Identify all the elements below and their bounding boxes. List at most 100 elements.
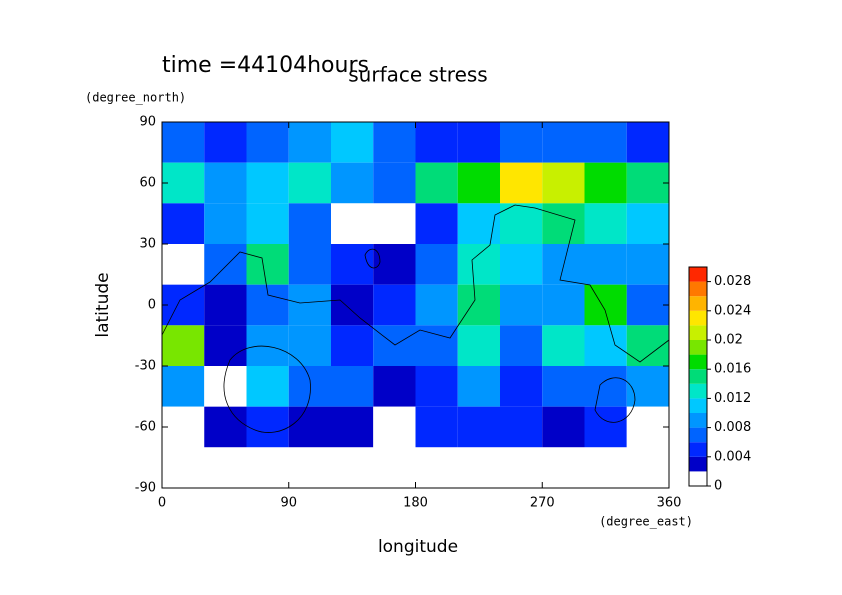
contour-cell: [246, 447, 289, 488]
colorbar-bin: [689, 325, 707, 340]
contour-cell: [457, 284, 500, 326]
colorbar-bin: [689, 398, 707, 413]
contour-cell: [162, 325, 205, 366]
contour-cell: [626, 162, 669, 204]
contour-cell: [626, 366, 669, 407]
contour-cell: [288, 284, 331, 326]
contour-cell: [162, 406, 205, 448]
x-tick-label: 180: [403, 496, 428, 511]
contour-cell: [542, 366, 585, 407]
y-tick-label: 90: [139, 115, 156, 130]
y-axis-label: latitude: [93, 272, 113, 337]
colorbar-bin: [689, 296, 707, 311]
contour-cell: [204, 325, 247, 366]
contour-cell: [288, 122, 331, 163]
contour-cell: [415, 162, 458, 204]
contour-cell: [373, 122, 416, 163]
contour-cell: [288, 203, 331, 244]
contour-cell: [500, 244, 543, 285]
contour-cell: [415, 203, 458, 244]
contour-cell: [415, 325, 458, 366]
colorbar-tick-label: 0.028: [714, 274, 751, 289]
contour-cell: [457, 366, 500, 407]
contour-cell: [542, 203, 585, 244]
contour-cell: [500, 122, 543, 163]
contour-cell: [331, 447, 374, 488]
contour-cell: [373, 284, 416, 326]
x-tick-label: 90: [280, 496, 297, 511]
contour-cell: [542, 162, 585, 204]
contour-cell: [542, 447, 585, 488]
contour-cell: [204, 203, 247, 244]
contour-cell: [204, 244, 247, 285]
contour-cell: [331, 244, 374, 285]
colorbar-tick-label: 0: [714, 479, 722, 494]
contour-cell: [162, 366, 205, 407]
contour-cell: [584, 284, 627, 326]
contour-cell: [204, 284, 247, 326]
contour-cell: [542, 284, 585, 326]
colorbar-tick-label: 0.02: [714, 333, 743, 348]
contour-cell: [542, 122, 585, 163]
y-tick-label: -60: [135, 420, 156, 435]
contour-cell: [584, 122, 627, 163]
contour-cell: [246, 244, 289, 285]
contour-cell: [373, 203, 416, 244]
contour-cell: [162, 284, 205, 326]
contour-cell: [457, 244, 500, 285]
contour-cell: [288, 325, 331, 366]
contour-cell: [162, 203, 205, 244]
contour-cell: [246, 162, 289, 204]
colorbar-frame: [688, 266, 708, 487]
contour-cell: [162, 122, 205, 163]
contour-cell: [457, 203, 500, 244]
colorbar-bin: [689, 456, 707, 472]
x-axis-label: longitude: [378, 537, 458, 557]
contour-cell: [373, 366, 416, 407]
contour-cell: [415, 366, 458, 407]
contour-cell: [373, 447, 416, 488]
contour-cell: [373, 325, 416, 366]
contour-cell: [331, 122, 374, 163]
subtitle: time =44104hours: [162, 53, 369, 78]
contour-cell: [204, 162, 247, 204]
colorbar-bin: [689, 471, 707, 486]
contour-cell: [162, 244, 205, 285]
contour-cell: [584, 244, 627, 285]
x-tick-label: 360: [657, 496, 682, 511]
colorbar-bin: [689, 267, 707, 282]
contour-cell: [331, 366, 374, 407]
contour-cell: [626, 284, 669, 326]
contour-cell: [331, 203, 374, 244]
contour-cell: [500, 284, 543, 326]
colorbar-tick-label: 0.004: [714, 449, 751, 464]
contour-cell: [415, 244, 458, 285]
contour-cell: [204, 447, 247, 488]
colorbar-bin: [689, 442, 707, 457]
y-unit: (degree_north): [85, 91, 186, 105]
colorbar-bin: [689, 281, 707, 297]
contour-cell: [584, 447, 627, 488]
contour-cell: [457, 325, 500, 366]
colorbar-bin: [689, 413, 707, 428]
x-tick-label: 0: [158, 496, 166, 511]
contour-cell: [584, 406, 627, 448]
contour-cell: [288, 162, 331, 204]
contour-cell: [457, 122, 500, 163]
y-tick-label: -30: [135, 359, 156, 374]
contour-cell: [246, 366, 289, 407]
contour-cell: [415, 406, 458, 448]
colorbar-tick-label: 0.008: [714, 420, 751, 435]
contour-cell: [204, 366, 247, 407]
contour-cell: [288, 366, 331, 407]
contour-cell: [373, 406, 416, 448]
contour-cell: [204, 122, 247, 163]
contour-cell: [246, 406, 289, 448]
coastline: [161, 204, 670, 433]
contour-cell: [288, 406, 331, 448]
contour-cell: [162, 447, 205, 488]
contour-cell: [373, 244, 416, 285]
contour-cell: [626, 244, 669, 285]
contour-cell: [500, 325, 543, 366]
